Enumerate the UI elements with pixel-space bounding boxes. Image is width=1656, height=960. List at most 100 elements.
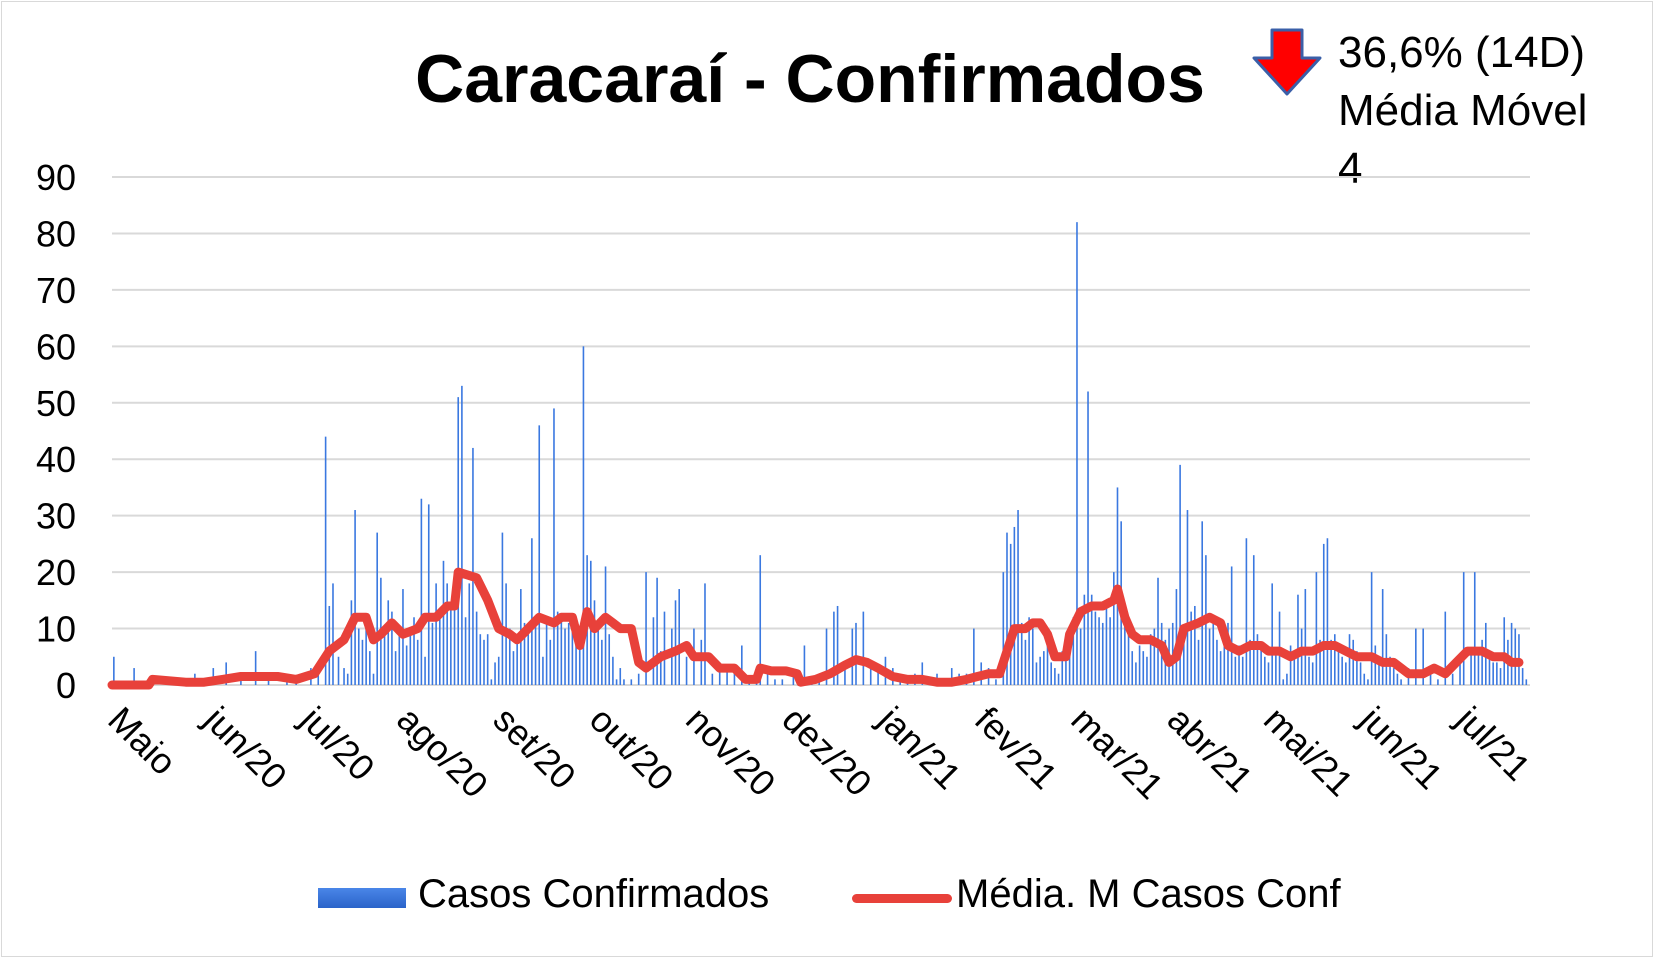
bar (619, 668, 622, 685)
x-tick-label: out/20 (582, 699, 682, 799)
bar (1131, 651, 1134, 685)
bar (1028, 617, 1030, 685)
bar (1297, 594, 1299, 685)
bar (1282, 679, 1285, 685)
bar (1333, 634, 1336, 685)
bar (921, 662, 924, 685)
bar (1101, 622, 1104, 685)
bar (394, 651, 397, 685)
x-tick-label: jun/21 (1352, 698, 1451, 797)
bar (774, 679, 776, 685)
y-tick-label: 80 (36, 213, 76, 254)
bar (1488, 656, 1491, 685)
bar (538, 425, 541, 685)
bar (803, 645, 806, 685)
bar (1514, 628, 1517, 685)
legend-swatch-bars (318, 888, 406, 908)
bar (792, 673, 795, 685)
bar (1326, 538, 1329, 685)
bar (844, 668, 846, 685)
bar-series (113, 222, 1528, 685)
bar (497, 656, 500, 685)
bar (612, 656, 614, 685)
bar (468, 583, 471, 685)
bar (1499, 668, 1502, 685)
badge-label: Média Móvel (1338, 86, 1588, 135)
bar (678, 589, 680, 685)
bar (357, 628, 360, 685)
bar (1208, 628, 1211, 685)
chart-title: Caracaraí - Confirmados (415, 41, 1205, 117)
bar (1315, 572, 1318, 685)
bar (1157, 577, 1159, 685)
x-tick-label: jun/20 (196, 698, 295, 797)
line-series (107, 567, 1524, 690)
bar (324, 436, 327, 685)
bar (508, 628, 511, 685)
bar (369, 651, 371, 685)
bar (225, 662, 227, 685)
bar (512, 651, 515, 685)
bar (346, 673, 349, 685)
bar (354, 510, 356, 685)
bar (1319, 639, 1321, 685)
bar (1020, 622, 1023, 685)
legend-swatch-line (852, 894, 952, 903)
bar (1186, 510, 1189, 685)
bar (553, 408, 555, 685)
bar (1043, 651, 1045, 685)
bar (523, 622, 526, 685)
bar (1492, 662, 1494, 685)
x-tick-label: Maio (100, 699, 184, 783)
x-tick-label: jul/20 (292, 698, 383, 789)
bar (995, 679, 997, 685)
bar (472, 447, 474, 685)
bar (1223, 634, 1226, 685)
bar (652, 617, 655, 685)
red-down-arrow-icon (1252, 28, 1322, 96)
y-tick-label: 40 (36, 439, 76, 480)
bar (133, 668, 135, 685)
bar (317, 673, 320, 685)
x-tick-label: set/20 (486, 699, 584, 797)
bar (1054, 668, 1056, 685)
bar (365, 617, 367, 685)
bar (1389, 656, 1391, 685)
bar (1138, 645, 1141, 685)
bar (973, 628, 975, 685)
bar (332, 583, 334, 685)
bar (534, 617, 537, 685)
bar (1337, 651, 1340, 685)
bar (674, 600, 677, 685)
bar (1234, 656, 1237, 685)
trend-badge: 36,6% (14D) Média Móvel 4 (1250, 22, 1650, 193)
bar (1194, 605, 1196, 685)
bar (1039, 656, 1041, 685)
bar (1153, 628, 1156, 685)
bar (424, 656, 426, 685)
bar (350, 600, 353, 685)
bar (1392, 668, 1395, 685)
bar (1286, 673, 1288, 685)
bar (855, 622, 857, 685)
x-tick-label: dez/20 (774, 699, 879, 804)
bar (1227, 622, 1229, 685)
x-tick-label: fev/21 (967, 699, 1065, 797)
bar (1260, 645, 1262, 685)
bar (604, 566, 607, 685)
bar (1216, 639, 1218, 685)
bar (464, 617, 467, 685)
bar (527, 634, 529, 685)
y-tick-label: 0 (56, 665, 76, 706)
bar (1370, 572, 1373, 685)
bar (1061, 651, 1064, 685)
bar (545, 617, 548, 685)
bar (446, 583, 448, 685)
bar (1090, 594, 1093, 685)
bar (575, 628, 577, 685)
bar (1289, 645, 1292, 685)
bar (1521, 668, 1524, 685)
bar (726, 668, 728, 685)
bar (1459, 662, 1461, 685)
